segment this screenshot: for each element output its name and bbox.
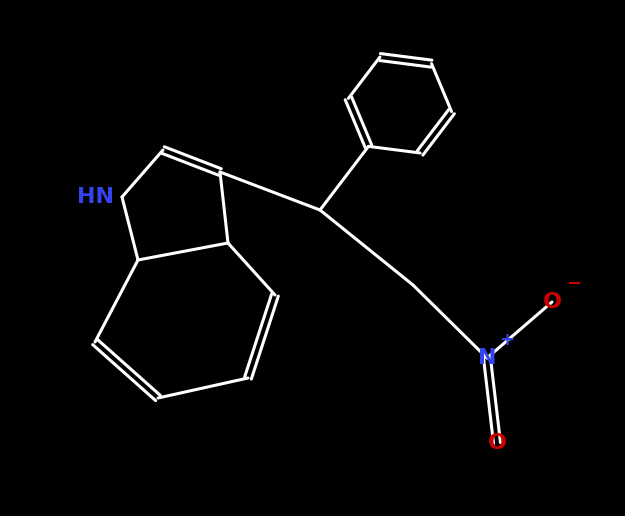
- Text: −: −: [566, 275, 581, 293]
- Text: +: +: [499, 331, 514, 349]
- Text: O: O: [542, 292, 561, 312]
- Text: HN: HN: [77, 187, 114, 207]
- Text: N: N: [478, 348, 496, 368]
- Text: O: O: [488, 433, 506, 453]
